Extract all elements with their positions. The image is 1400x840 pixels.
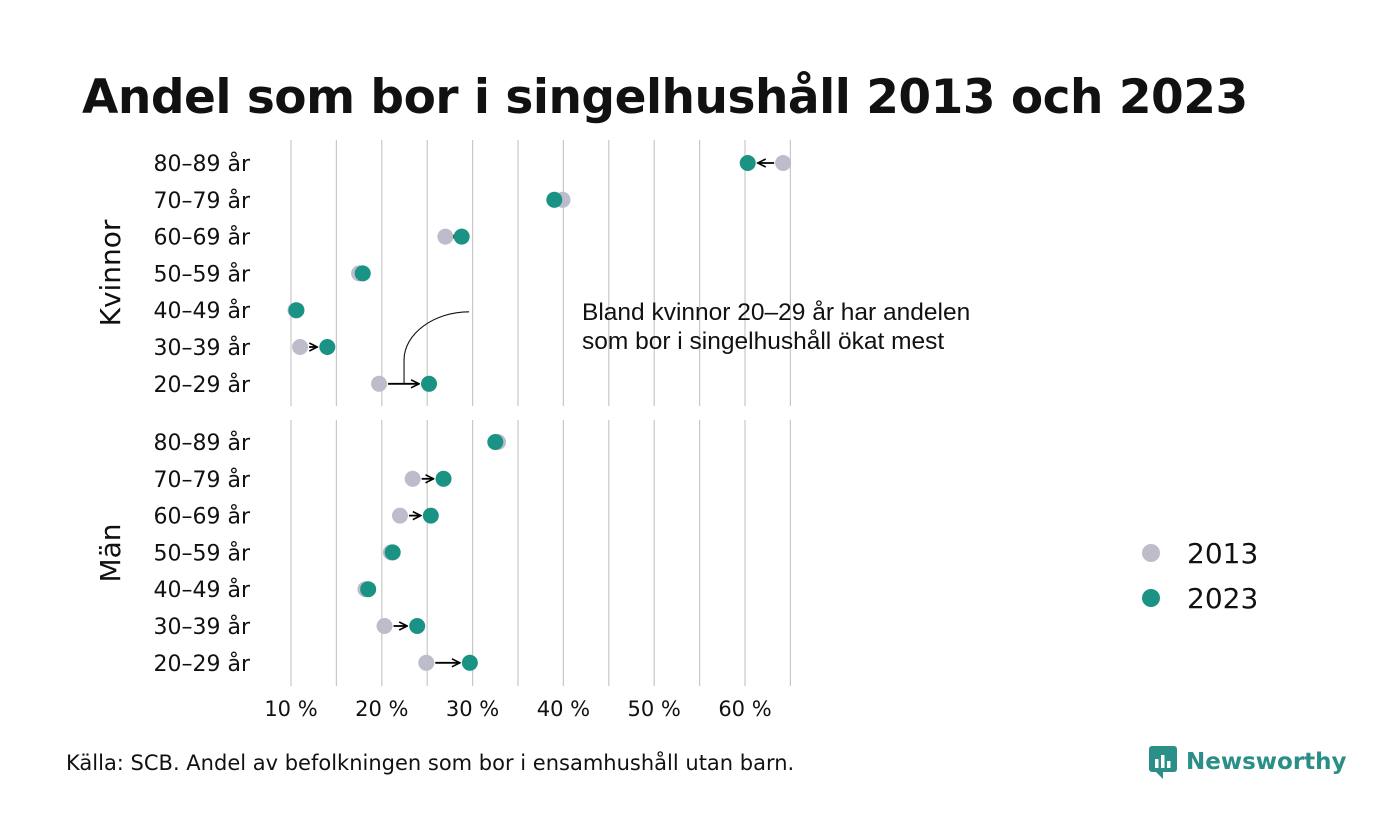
annotation-text-line: Bland kvinnor 20–29 år har andelen bbox=[582, 299, 970, 326]
point-2023 bbox=[435, 470, 452, 487]
category-label: 60–69 år bbox=[153, 225, 250, 251]
point-2023 bbox=[319, 339, 336, 355]
point-2023 bbox=[739, 155, 756, 171]
legend-label: 2013 bbox=[1187, 537, 1258, 570]
point-2023 bbox=[453, 228, 470, 245]
point-2023 bbox=[384, 544, 401, 561]
legend-marker-2013 bbox=[1142, 544, 1160, 562]
point-2013 bbox=[404, 470, 421, 487]
category-label: 80–89 år bbox=[153, 430, 250, 456]
category-label: 80–89 år bbox=[153, 151, 250, 177]
gridlines bbox=[290, 140, 792, 686]
panel-label: Kvinnor bbox=[94, 219, 127, 326]
x-tick-label: 40 % bbox=[537, 697, 590, 721]
point-2023 bbox=[487, 434, 504, 450]
legend-label: 2023 bbox=[1187, 582, 1258, 615]
category-label: 70–79 år bbox=[153, 467, 250, 493]
x-axis-ticks: 10 % 20 % 30 % 40 % 50 % 60 % bbox=[264, 697, 771, 721]
point-2013 bbox=[292, 339, 309, 355]
category-label: 30–39 år bbox=[153, 614, 250, 640]
annotation-connector bbox=[403, 311, 470, 384]
category-label: 30–39 år bbox=[153, 335, 250, 361]
x-tick-label: 50 % bbox=[628, 697, 681, 721]
source-note: Källa: SCB. Andel av befolkningen som bo… bbox=[66, 751, 795, 775]
x-tick-label: 60 % bbox=[718, 697, 771, 721]
panel-label: Män bbox=[94, 523, 127, 582]
point-2013 bbox=[418, 654, 435, 671]
category-label: 40–49 år bbox=[153, 577, 250, 603]
annotation-text-line: som bor i singelhushåll ökat mest bbox=[582, 328, 944, 355]
brand-logo: Newsworthy bbox=[1148, 744, 1347, 780]
point-2013 bbox=[437, 228, 454, 245]
category-label: 20–29 år bbox=[153, 372, 250, 398]
data-points bbox=[287, 155, 792, 671]
point-2013 bbox=[775, 155, 792, 171]
x-tick-label: 20 % bbox=[355, 697, 408, 721]
point-2023 bbox=[409, 618, 426, 634]
brand-name: Newsworthy bbox=[1186, 749, 1347, 775]
chart-title: Andel som bor i singelhushåll 2013 och 2… bbox=[82, 70, 1248, 125]
point-2023 bbox=[461, 654, 478, 671]
point-2023 bbox=[288, 302, 305, 319]
newsworthy-logo-icon bbox=[1149, 746, 1177, 779]
category-label: 20–29 år bbox=[153, 651, 250, 677]
category-label: 60–69 år bbox=[153, 504, 250, 530]
point-2023 bbox=[546, 191, 563, 208]
category-labels: 80–89 år 70–79 år 60–69 år 50–59 år 40–49 år… bbox=[153, 151, 250, 677]
point-2013 bbox=[376, 618, 393, 634]
point-2023 bbox=[422, 507, 439, 524]
legend-marker-2023 bbox=[1142, 589, 1160, 607]
point-2023 bbox=[421, 375, 438, 392]
legend: 2013 2023 bbox=[1142, 537, 1258, 615]
panel-labels: Kvinnor Män bbox=[94, 219, 127, 582]
category-label: 70–79 år bbox=[153, 188, 250, 214]
category-label: 50–59 år bbox=[153, 261, 250, 287]
change-arrows bbox=[309, 163, 775, 663]
point-2013 bbox=[391, 507, 408, 524]
x-tick-label: 10 % bbox=[264, 697, 317, 721]
point-2023 bbox=[360, 581, 377, 598]
category-label: 40–49 år bbox=[153, 298, 250, 324]
x-tick-label: 30 % bbox=[446, 697, 499, 721]
category-label: 50–59 år bbox=[153, 540, 250, 566]
point-2023 bbox=[354, 265, 371, 282]
point-2013 bbox=[371, 375, 388, 392]
